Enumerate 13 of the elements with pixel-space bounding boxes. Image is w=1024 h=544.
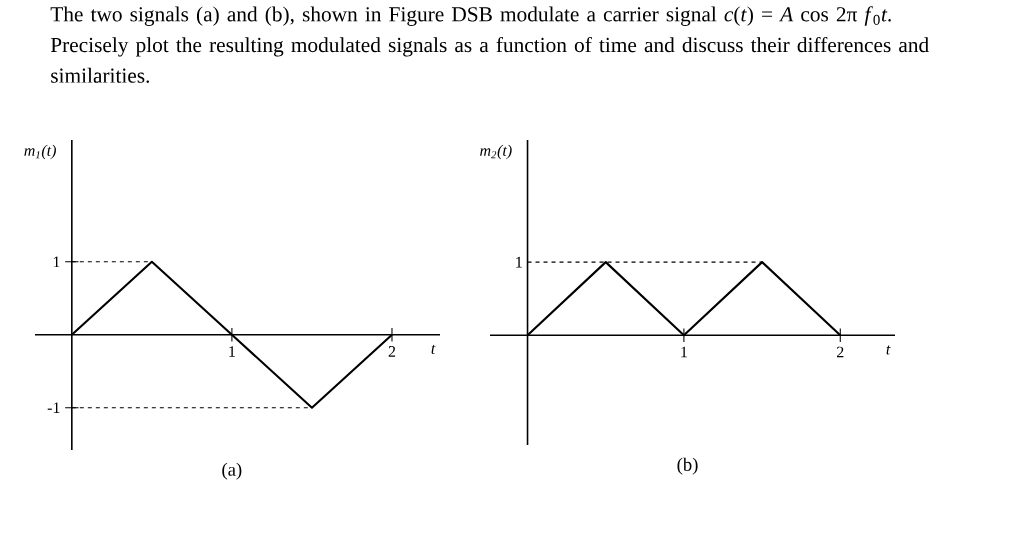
text: (a) xyxy=(222,462,242,480)
x-tick-label: 1 xyxy=(681,346,687,358)
x-axis-title: t xyxy=(431,344,436,354)
y-axis-title: m$_{2}$(t) xyxy=(480,144,512,160)
x-tick-label: 1 xyxy=(229,346,235,357)
y-axis-title: m$_{1}$(t) xyxy=(24,144,56,160)
y-tick-label: -1 xyxy=(47,402,60,413)
x-axis-title: t xyxy=(886,345,891,355)
annotation: 1 xyxy=(516,256,522,268)
x-tick-label: 2 xyxy=(388,346,396,357)
chart-title: The two signals (a) and (b), shown in Figure DSB modulate a carrier signal c(t) = A cos 2π f$_{0}$t. Precisely plot the resulting modulated signals as a function of time and discuss their differences and similarities. xyxy=(50,6,929,83)
text: (b) xyxy=(677,457,698,475)
x-tick-label: 2 xyxy=(836,346,844,358)
